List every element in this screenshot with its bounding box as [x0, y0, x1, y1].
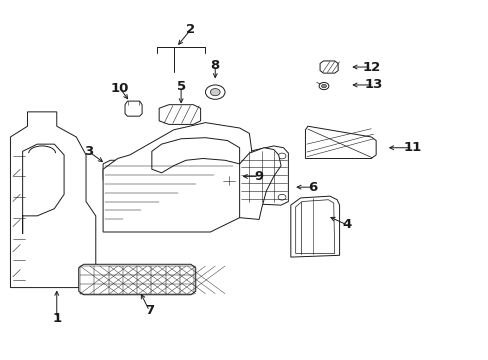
Circle shape [139, 170, 147, 176]
Text: 7: 7 [144, 305, 154, 318]
Circle shape [278, 153, 285, 159]
Circle shape [321, 84, 326, 88]
Polygon shape [159, 105, 200, 125]
Circle shape [278, 194, 285, 200]
Polygon shape [79, 264, 195, 295]
Circle shape [243, 194, 250, 200]
Polygon shape [103, 123, 251, 232]
Text: 3: 3 [83, 145, 93, 158]
Circle shape [319, 82, 328, 90]
Text: 9: 9 [254, 170, 263, 183]
Text: 11: 11 [403, 141, 421, 154]
Circle shape [210, 89, 220, 96]
Text: 1: 1 [52, 311, 61, 325]
Circle shape [222, 176, 235, 185]
Text: 13: 13 [364, 78, 382, 91]
Text: 5: 5 [176, 80, 185, 93]
Text: 2: 2 [186, 23, 195, 36]
Polygon shape [239, 148, 281, 220]
Text: 10: 10 [111, 82, 129, 95]
Circle shape [243, 153, 250, 159]
Polygon shape [290, 196, 339, 257]
Polygon shape [22, 144, 64, 234]
Polygon shape [320, 61, 337, 73]
Polygon shape [152, 138, 239, 173]
Circle shape [205, 85, 224, 99]
Text: 12: 12 [362, 60, 380, 73]
Polygon shape [295, 200, 334, 253]
Polygon shape [239, 146, 288, 205]
Text: 6: 6 [307, 181, 317, 194]
Polygon shape [305, 126, 375, 158]
Circle shape [125, 167, 135, 174]
Text: 4: 4 [342, 218, 351, 231]
Polygon shape [125, 101, 142, 116]
Circle shape [110, 167, 120, 174]
Polygon shape [103, 160, 152, 180]
Polygon shape [10, 112, 96, 288]
Text: 8: 8 [210, 59, 220, 72]
